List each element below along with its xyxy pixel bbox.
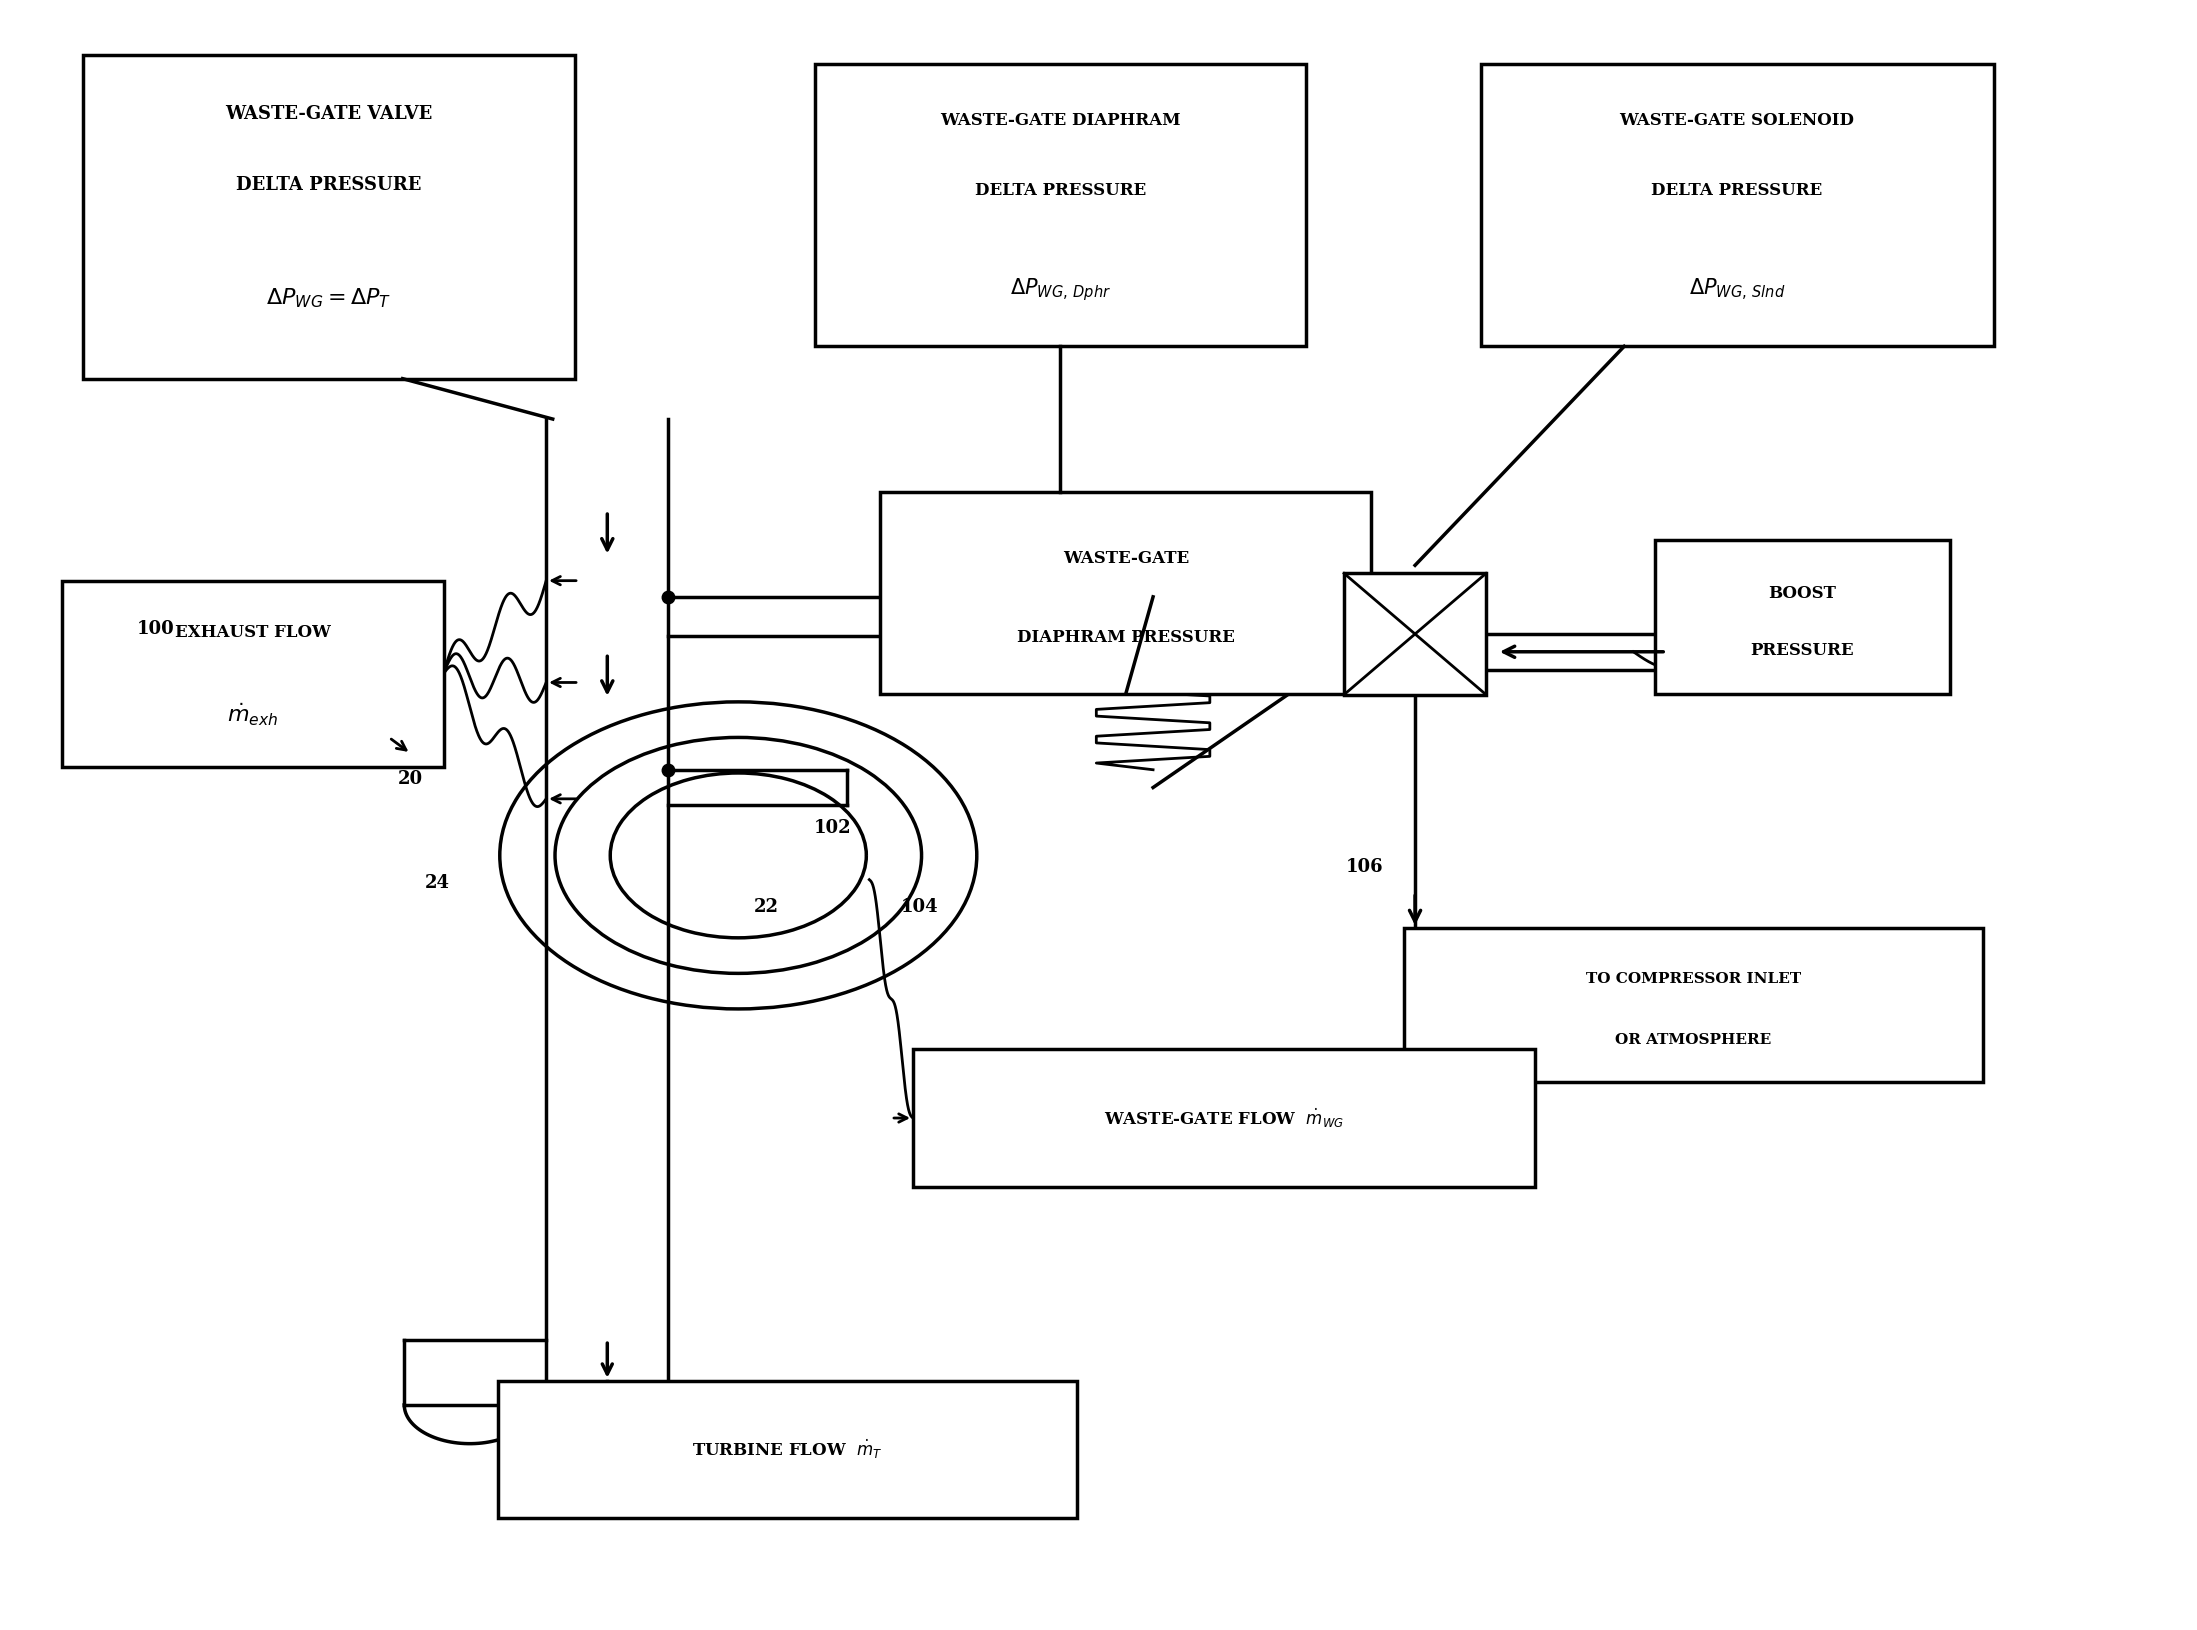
Bar [1654,540,1951,694]
Text: $\dot{m}_{exh}$: $\dot{m}_{exh}$ [226,701,279,727]
Text: DELTA PRESSURE: DELTA PRESSURE [237,176,422,194]
Text: $\Delta P_{WG,\,Slnd}$: $\Delta P_{WG,\,Slnd}$ [1689,277,1786,303]
Text: WASTE-GATE VALVE: WASTE-GATE VALVE [226,104,433,122]
Bar [815,64,1305,346]
Text: $\Delta P_{WG,\,Dphr}$: $\Delta P_{WG,\,Dphr}$ [1011,277,1112,303]
Text: WASTE-GATE FLOW  $\dot{m}_{WG}$: WASTE-GATE FLOW $\dot{m}_{WG}$ [1103,1107,1345,1130]
Text: 100: 100 [136,619,174,639]
Text: 20: 20 [398,771,424,789]
Text: DIAPHRAM PRESSURE: DIAPHRAM PRESSURE [1017,629,1235,645]
Text: 106: 106 [1347,857,1384,875]
Text: OR ATMOSPHERE: OR ATMOSPHERE [1615,1033,1771,1046]
Bar [1481,64,1993,346]
Bar [62,580,444,766]
Text: WASTE-GATE DIAPHRAM: WASTE-GATE DIAPHRAM [940,111,1180,129]
Text: 22: 22 [754,898,780,916]
Text: BOOST: BOOST [1769,585,1837,603]
Text: PRESSURE: PRESSURE [1751,642,1854,659]
Text: TO COMPRESSOR INLET: TO COMPRESSOR INLET [1586,971,1802,986]
Text: $\Delta P_{WG} = \Delta P_T$: $\Delta P_{WG} = \Delta P_T$ [266,285,391,310]
Text: DELTA PRESSURE: DELTA PRESSURE [1652,183,1824,199]
Bar [499,1381,1077,1518]
Text: 24: 24 [424,874,450,892]
Bar [914,1050,1536,1187]
Bar [881,492,1371,694]
Text: 104: 104 [901,898,938,916]
Bar [83,55,576,378]
Text: WASTE-GATE SOLENOID: WASTE-GATE SOLENOID [1619,111,1854,129]
Text: WASTE-GATE: WASTE-GATE [1063,549,1189,567]
Text: 102: 102 [813,818,850,836]
Text: EXHAUST FLOW: EXHAUST FLOW [174,624,330,641]
Text: TURBINE FLOW  $\dot{m}_T$: TURBINE FLOW $\dot{m}_T$ [692,1438,883,1460]
Bar [1404,927,1982,1082]
Bar [1345,574,1485,694]
Text: DELTA PRESSURE: DELTA PRESSURE [975,183,1147,199]
